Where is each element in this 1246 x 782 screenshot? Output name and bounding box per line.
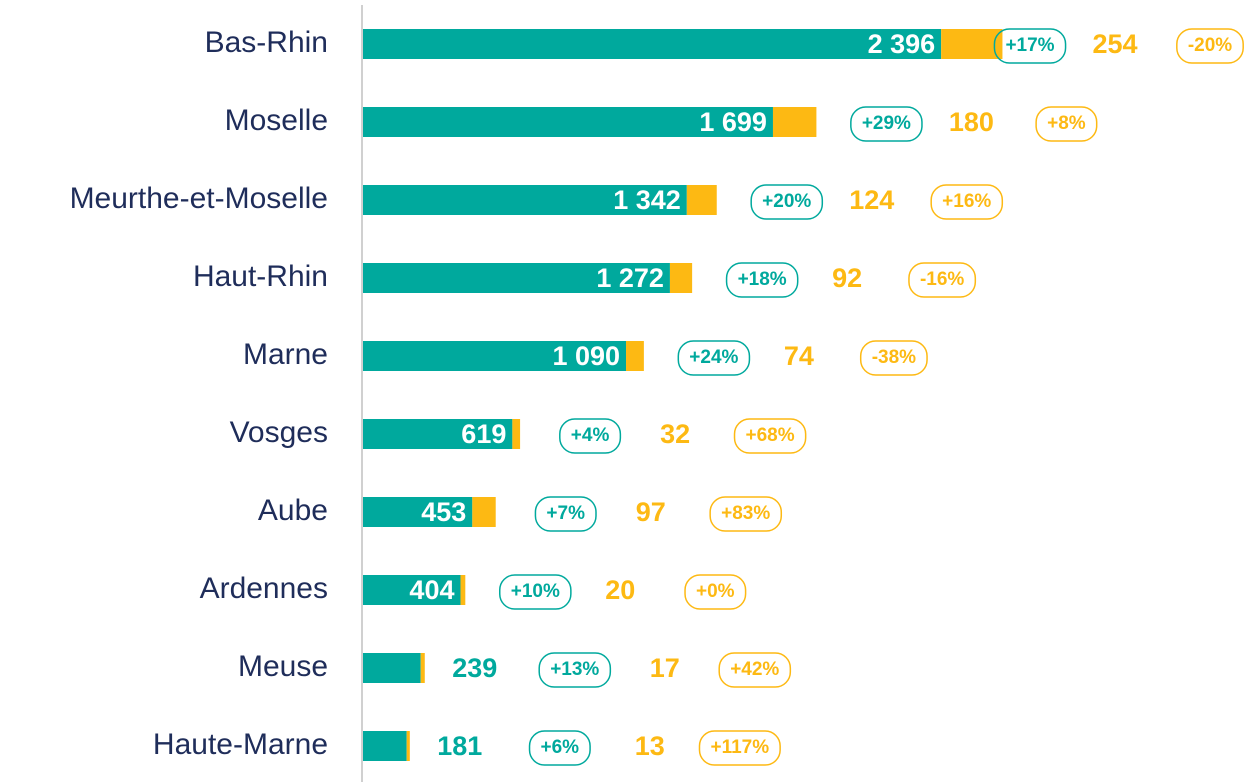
bar-segment bbox=[363, 29, 942, 59]
change-badge bbox=[684, 574, 747, 610]
value-label: 453 bbox=[421, 497, 466, 527]
category-label: Meurthe-et-Moselle bbox=[70, 182, 328, 215]
value-label: 404 bbox=[409, 575, 454, 605]
bar-segment bbox=[363, 653, 421, 683]
value-label: 181 bbox=[437, 731, 482, 761]
change-badge bbox=[993, 28, 1067, 64]
bar-segment bbox=[472, 497, 496, 527]
change-badge-label: +24% bbox=[689, 347, 738, 368]
bar-segment bbox=[363, 497, 473, 527]
change-badge-label: -20% bbox=[1188, 35, 1232, 56]
change-badge bbox=[733, 418, 807, 454]
change-badge-label: +7% bbox=[546, 503, 585, 524]
change-badge-label: +20% bbox=[762, 191, 811, 212]
change-badge bbox=[850, 106, 923, 142]
change-badge-label: +18% bbox=[738, 269, 787, 290]
change-badge bbox=[1176, 28, 1244, 64]
change-badge-label: +68% bbox=[746, 425, 795, 446]
change-badge-label: +0% bbox=[696, 581, 735, 602]
change-badge bbox=[698, 730, 781, 766]
change-badge-label: -16% bbox=[920, 269, 964, 290]
category-label: Haut-Rhin bbox=[193, 260, 328, 293]
category-label: Aube bbox=[258, 494, 328, 527]
change-badge-label: +4% bbox=[571, 425, 610, 446]
value-label: 92 bbox=[832, 263, 862, 293]
bar-segment bbox=[626, 341, 644, 371]
category-label: Bas-Rhin bbox=[205, 26, 328, 59]
change-badge bbox=[859, 340, 928, 376]
change-badge bbox=[750, 184, 824, 220]
bar-segment bbox=[772, 107, 817, 137]
value-label: 1 272 bbox=[596, 263, 664, 293]
bar-segment bbox=[363, 419, 513, 449]
change-badge-label: +8% bbox=[1047, 113, 1086, 134]
change-badge bbox=[908, 262, 977, 298]
change-badge-label: +10% bbox=[511, 581, 560, 602]
value-label: 2 396 bbox=[868, 29, 936, 59]
bar-segment bbox=[669, 263, 693, 293]
bar-segment bbox=[941, 29, 1003, 59]
change-badge-label: +83% bbox=[721, 503, 770, 524]
change-badge bbox=[1035, 106, 1098, 142]
bar-segment bbox=[363, 575, 461, 605]
change-badge-label: +17% bbox=[1005, 35, 1054, 56]
value-label: 180 bbox=[949, 107, 994, 137]
change-badge bbox=[538, 652, 612, 688]
category-label: Vosges bbox=[230, 416, 328, 449]
value-label: 239 bbox=[452, 653, 497, 683]
bar-segment bbox=[363, 341, 627, 371]
change-badge-label: +42% bbox=[730, 659, 779, 680]
category-label: Ardennes bbox=[200, 572, 328, 605]
value-label: 124 bbox=[849, 185, 894, 215]
value-label: 1 342 bbox=[613, 185, 681, 215]
value-label: 17 bbox=[650, 653, 680, 683]
value-label: 1 699 bbox=[699, 107, 767, 137]
change-badge bbox=[498, 574, 572, 610]
change-badge bbox=[725, 262, 799, 298]
change-badge-label: +16% bbox=[942, 191, 991, 212]
value-label: 619 bbox=[461, 419, 506, 449]
change-badge bbox=[559, 418, 622, 454]
value-label: 97 bbox=[636, 497, 666, 527]
bar-segment bbox=[686, 185, 717, 215]
value-label: 13 bbox=[635, 731, 665, 761]
change-badge bbox=[677, 340, 751, 376]
value-label: 74 bbox=[784, 341, 814, 371]
bar-segment bbox=[512, 419, 521, 449]
category-label: Moselle bbox=[225, 104, 328, 137]
bar-segment bbox=[460, 575, 466, 605]
change-badge bbox=[930, 184, 1004, 220]
change-badge-label: +29% bbox=[862, 113, 911, 134]
bar-segment bbox=[420, 653, 425, 683]
change-badge-label: -38% bbox=[872, 347, 916, 368]
value-label: 32 bbox=[660, 419, 690, 449]
change-badge-label: +117% bbox=[710, 737, 769, 758]
value-label: 20 bbox=[605, 575, 635, 605]
change-badge bbox=[718, 652, 792, 688]
category-label: Meuse bbox=[238, 650, 328, 683]
bar-segment bbox=[363, 731, 407, 761]
change-badge bbox=[528, 730, 591, 766]
category-label: Marne bbox=[243, 338, 328, 371]
category-label: Haute-Marne bbox=[153, 728, 328, 761]
bar-segment bbox=[363, 263, 670, 293]
value-label: 254 bbox=[1092, 29, 1137, 59]
change-badge-label: +13% bbox=[550, 659, 599, 680]
bar-segment bbox=[363, 107, 773, 137]
change-badge bbox=[709, 496, 783, 532]
change-badge-label: +6% bbox=[541, 737, 580, 758]
bar-segment bbox=[406, 731, 410, 761]
value-label: 1 090 bbox=[552, 341, 620, 371]
change-badge bbox=[534, 496, 597, 532]
bar-segment bbox=[363, 185, 687, 215]
